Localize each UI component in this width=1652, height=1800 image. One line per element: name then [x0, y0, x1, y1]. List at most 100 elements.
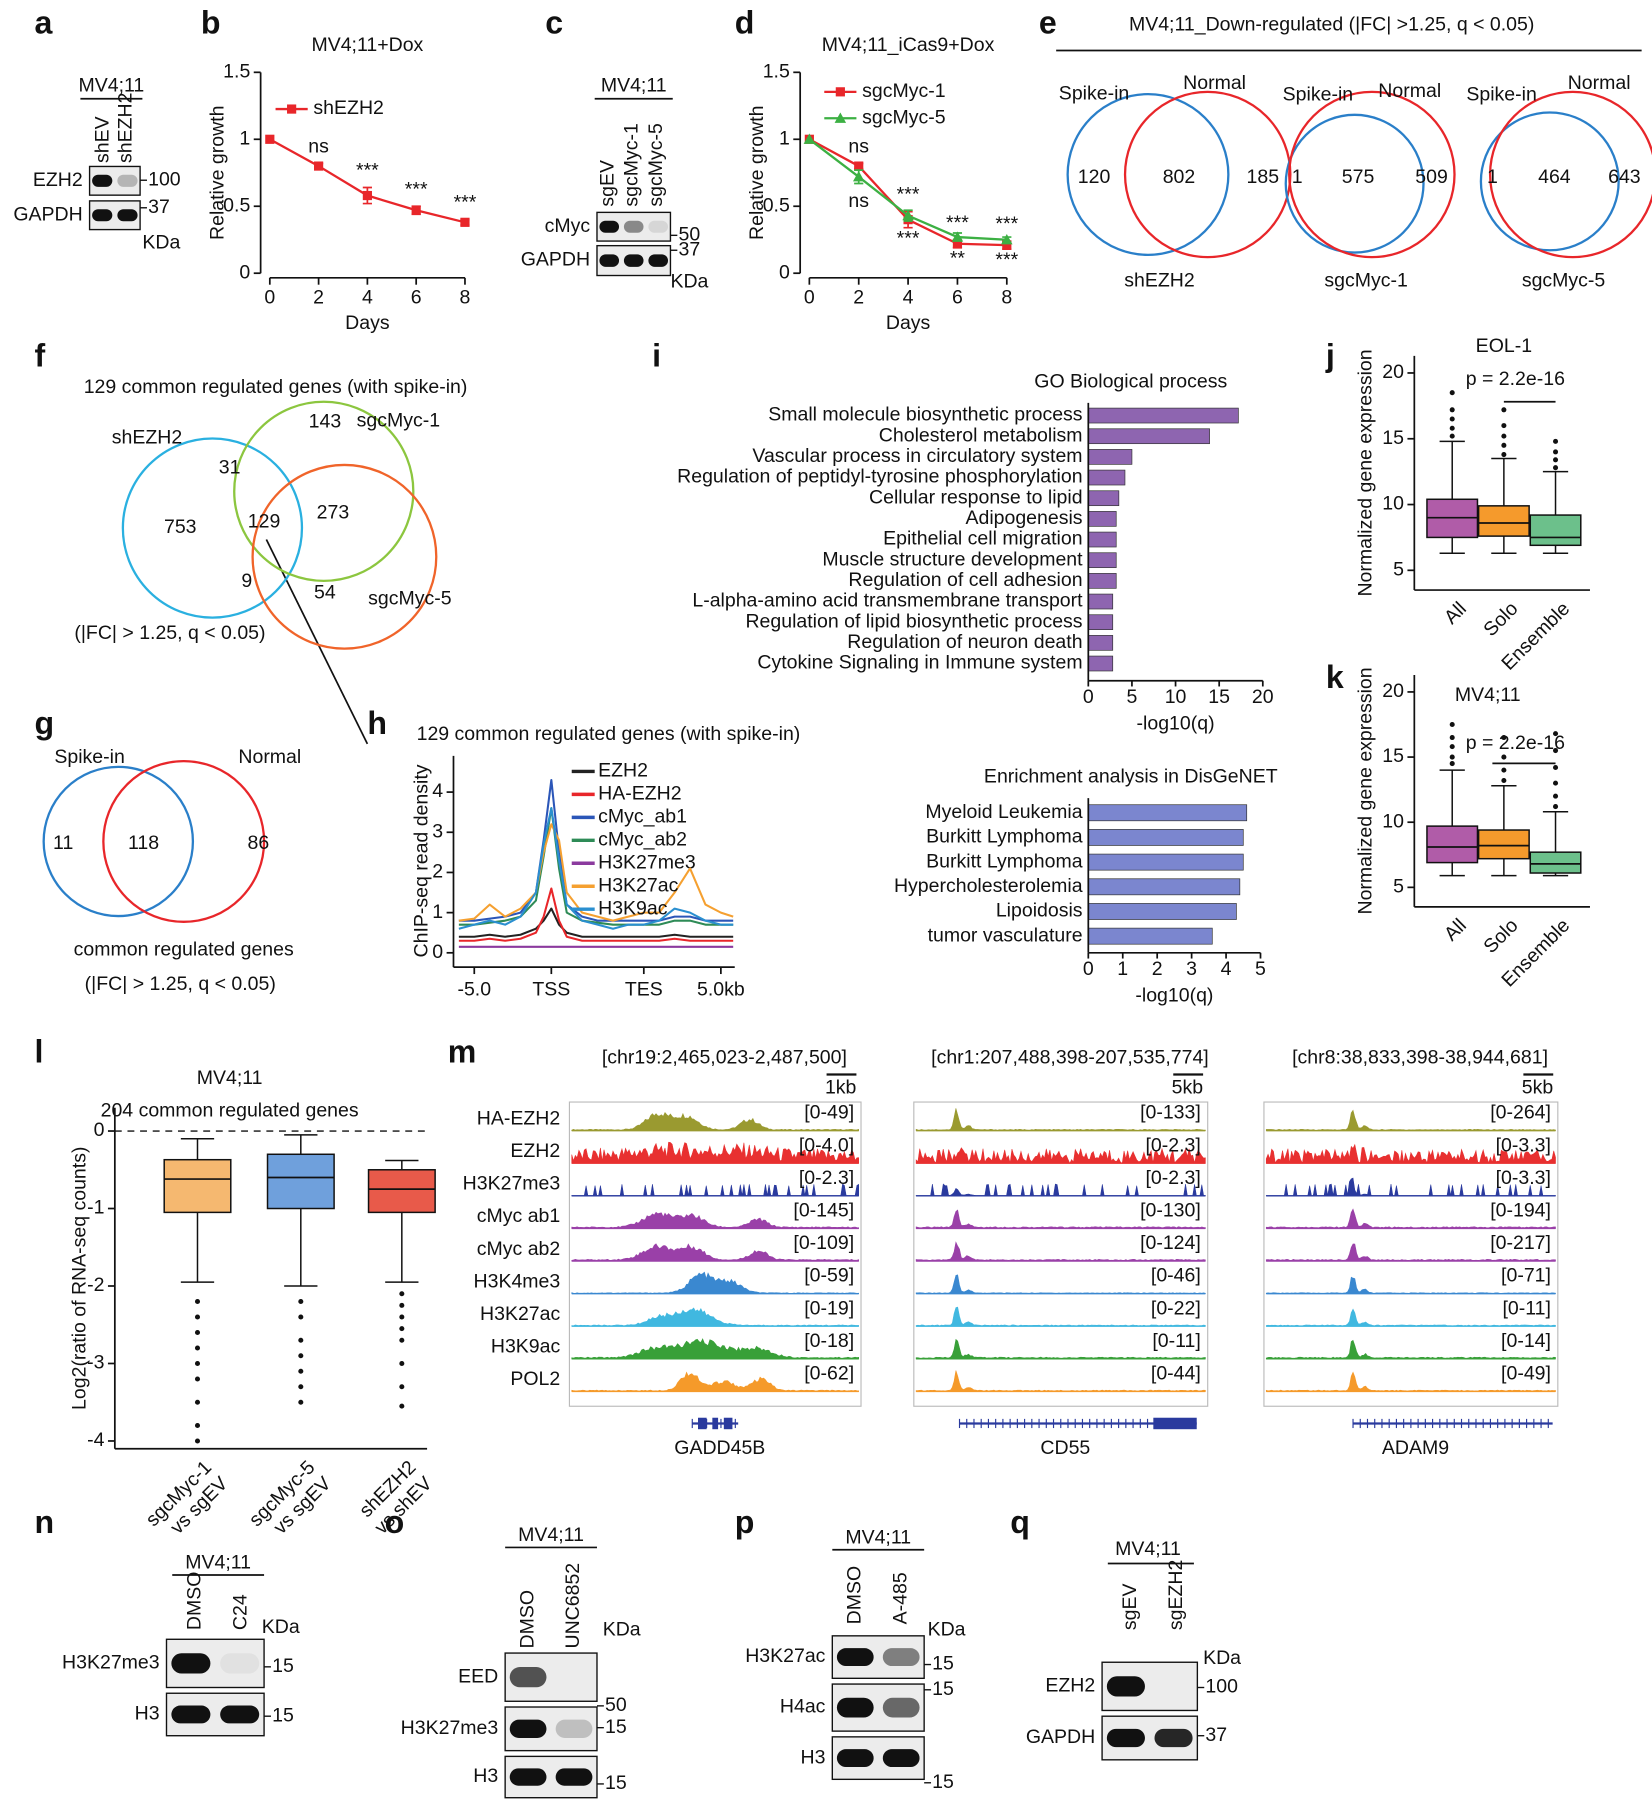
outlier: [1449, 754, 1455, 760]
outlier: [1501, 407, 1507, 413]
bar-label: Regulation of neuron death: [847, 631, 1082, 653]
point: [411, 205, 421, 215]
outlier: [399, 1314, 405, 1320]
outlier: [1553, 457, 1559, 463]
venn-circle: [1488, 90, 1652, 259]
cell-line: MV4;11: [601, 74, 667, 96]
panel-letter: g: [34, 705, 54, 741]
y-tick-label: 10: [1382, 810, 1404, 832]
row-label: H3: [473, 1765, 498, 1787]
venn-set-label: shEZH2: [112, 427, 182, 449]
panel-letter: l: [34, 1033, 43, 1069]
bar-label: Cellular response to lipid: [869, 486, 1083, 508]
y-tick-label: -1: [87, 1197, 104, 1219]
band: [509, 1719, 547, 1738]
row-label: H3: [135, 1703, 160, 1725]
bar-label: Cholesterol metabolism: [879, 424, 1083, 446]
bar: [1087, 878, 1241, 896]
outlier: [399, 1291, 405, 1297]
track-range: [0-2.3]: [1146, 1167, 1201, 1189]
signal: [915, 1370, 1206, 1392]
y-tick-label: 10: [1382, 493, 1404, 515]
signal: [571, 1111, 860, 1132]
p-value: p = 2.2e-16: [1466, 732, 1565, 754]
x-tick-label: All: [1440, 598, 1471, 629]
band: [555, 1768, 593, 1786]
venn-count: 643: [1608, 166, 1641, 188]
panel-letter: k: [1326, 659, 1344, 695]
y-tick-label: 3: [432, 820, 443, 842]
y-tick-label: 20: [1382, 361, 1404, 383]
outlier: [194, 1345, 201, 1351]
bar: [1087, 804, 1248, 822]
row-label: EZH2: [1045, 1675, 1095, 1697]
track-frame: [913, 1101, 1209, 1407]
legend-label: H3K27me3: [598, 851, 696, 873]
section-title: 129 common regulated genes (with spike-i…: [84, 376, 468, 398]
signal: [915, 1274, 1206, 1295]
outlier: [399, 1337, 405, 1343]
box: [367, 1169, 436, 1214]
signal: [1265, 1339, 1556, 1360]
venn-count: 575: [1342, 166, 1375, 188]
band: [1106, 1728, 1145, 1748]
panel-letter: q: [1010, 1504, 1030, 1540]
lane-label: shEV: [92, 116, 114, 163]
row-label: H4ac: [780, 1696, 826, 1718]
x-tick-label: 0: [804, 287, 815, 309]
whisker: [385, 1159, 419, 1170]
band: [509, 1768, 547, 1786]
x-tick-label: All: [1440, 915, 1471, 946]
lane-label: UNC6852: [562, 1563, 584, 1649]
y-tick-label: 0.5: [763, 194, 790, 216]
bar-label: L-alpha-amino acid transmembrane transpo…: [692, 590, 1083, 612]
x-axis-label: Days: [345, 312, 390, 334]
signal: [915, 1338, 1206, 1360]
box: [1529, 851, 1582, 874]
point: [1002, 240, 1012, 250]
significance: ns: [848, 190, 869, 212]
whisker: [1439, 769, 1465, 827]
outlier: [298, 1368, 304, 1374]
bar: [1087, 655, 1114, 672]
x-tick-label: 2: [313, 287, 324, 309]
chart-subtitle: 204 common regulated genes: [101, 1099, 359, 1121]
outlier: [1501, 777, 1507, 784]
track-range: [0-3.3]: [1496, 1134, 1551, 1156]
y-tick-label: 0: [432, 941, 443, 963]
x-tick-label: TSS: [532, 978, 570, 1000]
legend-marker: [287, 104, 297, 114]
bar-label: Myeloid Leukemia: [925, 801, 1082, 823]
track-range: [0-217]: [1490, 1232, 1551, 1254]
profile-line: [458, 823, 734, 922]
exon: [712, 1417, 719, 1430]
track-range: [0-59]: [804, 1265, 854, 1287]
legend-label: cMyc_ab2: [598, 828, 687, 850]
marker-label: 15: [605, 1716, 627, 1738]
profile-line: [458, 907, 734, 938]
track-range: [0-19]: [804, 1297, 854, 1319]
lane-label: A-485: [889, 1572, 911, 1624]
lane-label: DMSO: [516, 1590, 538, 1648]
panel-letter: j: [1325, 338, 1335, 374]
venn-count: 464: [1538, 166, 1571, 188]
row-label: EZH2: [33, 169, 83, 191]
bar: [1087, 552, 1117, 569]
y-tick-label: 5: [1393, 558, 1404, 580]
whisker: [1491, 457, 1517, 506]
venn-circle: [102, 759, 266, 923]
band: [599, 254, 620, 267]
whisker: [284, 1134, 318, 1155]
outlier: [194, 1399, 201, 1405]
outlier: [298, 1353, 304, 1359]
x-tick-label: 4: [362, 287, 373, 309]
outlier: [194, 1376, 201, 1382]
y-tick-label: 1: [432, 901, 443, 923]
legend-marker: [835, 87, 845, 97]
venn-circle: [42, 765, 195, 918]
venn-set-label: Spike-in: [54, 746, 124, 768]
outlier: [1449, 433, 1455, 439]
legend-label: HA-EZH2: [598, 783, 681, 805]
outlier: [298, 1298, 304, 1305]
